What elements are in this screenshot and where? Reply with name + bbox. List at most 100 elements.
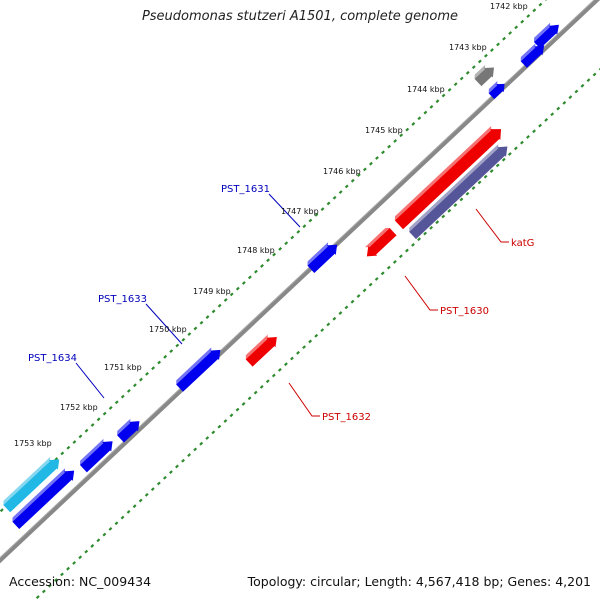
tick-mark [290,235,295,240]
tick-mark [447,87,452,92]
tick-mark [175,343,180,348]
leader-line [288,382,320,417]
tick-mark [429,225,434,230]
tick-mark [102,532,107,537]
tick-label: 1742 kbp [490,2,528,11]
tick-mark [47,583,52,588]
tick-mark [78,434,83,439]
tick-mark [502,36,506,41]
tick-mark [308,218,313,223]
tick-mark [332,316,337,321]
tick-mark [199,320,204,325]
map-title: Pseudomonas stutzeri A1501, complete gen… [141,9,459,24]
tick-mark [387,144,392,149]
gene-arrow [307,242,338,273]
tick-mark [332,195,337,200]
tick-mark [411,122,416,126]
tick-mark [151,366,155,371]
tick-mark [217,424,222,429]
tick-mark [556,106,561,111]
tick-label: 1753 kbp [14,439,52,448]
gene-label: PST_1630 [440,306,489,317]
tick-mark [290,356,294,361]
tick-mark [465,70,470,75]
tick-mark [496,42,500,47]
tick-mark [229,413,234,418]
gene-arrow [474,64,495,87]
tick-mark [284,241,289,246]
tick-mark [126,389,131,393]
tick-mark [254,269,258,274]
tick-label: 1750 kbp [149,325,187,334]
tick-mark [199,441,204,446]
tick-mark [266,258,270,263]
tick-mark [84,428,89,433]
tick-mark [108,527,113,531]
tick-mark [398,254,403,259]
gene-arrow [409,144,508,240]
tick-mark [429,104,434,109]
tick-mark [326,201,331,206]
tick-mark [356,294,361,298]
leader-line [404,275,438,311]
gene-label: PST_1632 [322,412,371,423]
tick-mark [520,140,524,145]
tick-mark [114,521,119,526]
tick-mark [223,419,228,423]
tick-mark [314,212,319,217]
tick-mark [132,504,137,509]
tick-mark [296,350,300,355]
accession-text: Accession: NC_009434 [9,574,152,589]
tick-label: 1752 kbp [60,403,98,412]
gene-label: PST_1631 [221,184,270,195]
tick-mark [241,402,246,406]
tick-mark [211,309,216,314]
tick-mark [247,275,252,280]
tick-mark [368,282,373,287]
outer-tick-track [0,0,547,513]
tick-mark [187,453,192,457]
gene-label: PST_1634 [28,353,77,364]
tick-mark [350,178,355,183]
tick-mark [477,180,482,185]
tick-mark [193,447,198,452]
tick-mark [501,157,506,162]
tick-mark [344,184,349,189]
gene-arrow [12,468,75,530]
tick-mark [369,161,373,166]
tick-label: 1749 kbp [193,287,231,296]
gene-arrow [488,80,505,100]
gene-arrow [3,456,60,513]
tick-mark [459,197,464,202]
tick-mark [169,470,173,475]
tick-mark [150,487,155,492]
tick-mark [495,163,500,168]
genome-backbone [0,0,600,564]
gene-arrow [394,125,502,230]
tick-mark [471,65,476,70]
tick-mark [90,544,95,548]
tick-mark [211,430,216,435]
tick-mark [574,89,579,94]
tick-mark [102,411,107,416]
gene-arrow [520,43,545,68]
tick-mark [283,362,288,367]
tick-mark [96,417,101,422]
tick-mark [156,481,161,486]
tick-mark [453,82,458,87]
gene-track [3,22,559,530]
tick-mark [66,445,71,450]
tick-mark [278,246,283,251]
tick-mark [60,451,65,456]
tick-mark [162,475,167,480]
tick-mark [145,371,149,376]
tick-mark [513,146,518,151]
tick-mark [247,396,252,401]
tick-mark [374,277,379,281]
tick-mark [362,167,367,172]
tick-mark [144,492,149,497]
tick-mark [72,440,77,444]
tick-mark [435,99,440,104]
tick-mark [423,110,428,115]
